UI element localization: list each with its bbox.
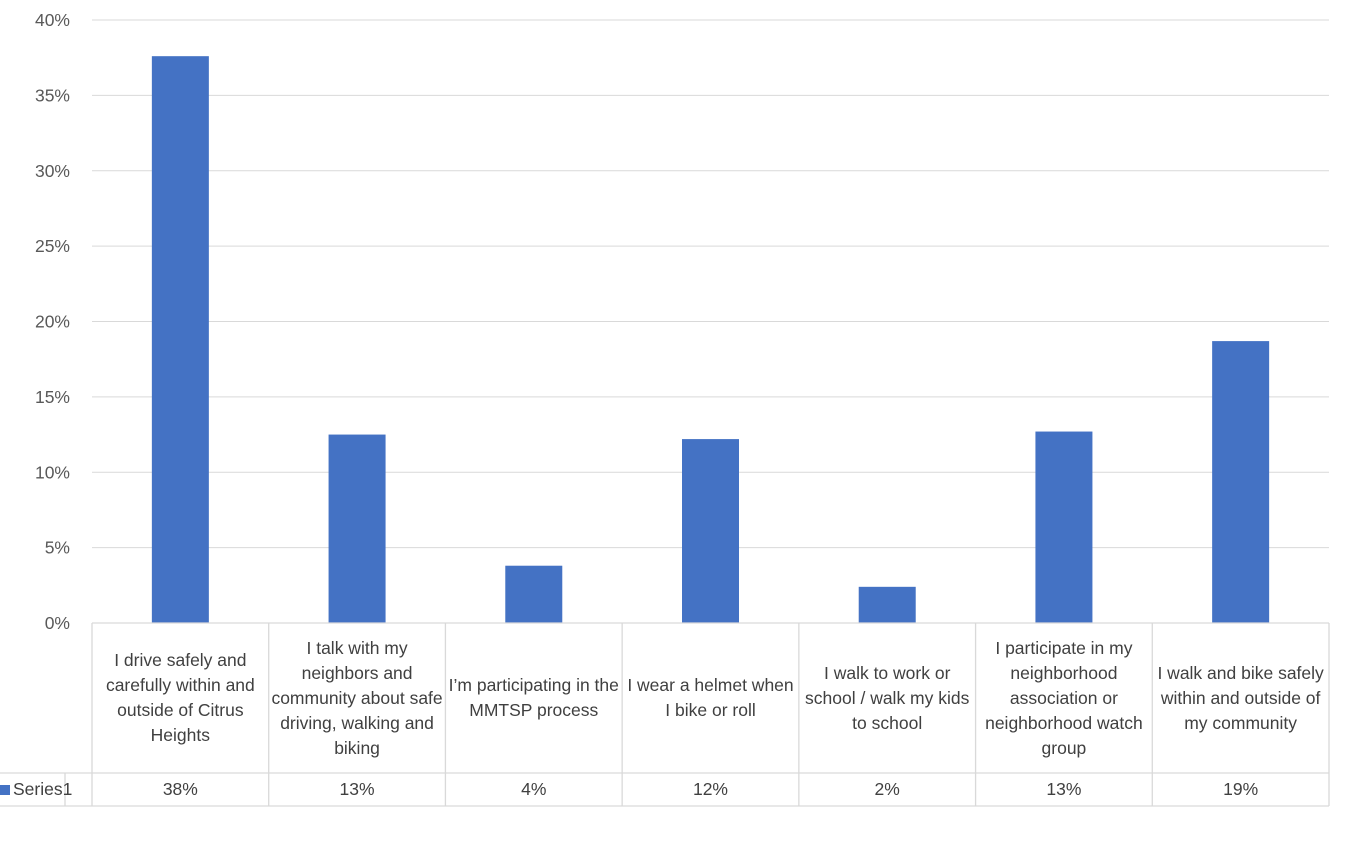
x-tick-label: I talk with my neighbors and community a… (271, 637, 443, 758)
gridlines (92, 19, 1329, 624)
data-label: 38% (162, 779, 198, 799)
data-label: 4% (521, 779, 547, 799)
y-tick-label: 35% (35, 85, 70, 105)
x-tick-label: I drive safely and carefully within and … (105, 650, 255, 745)
x-tick-label: I walk and bike safely within and outsid… (1157, 662, 1324, 733)
y-axis-tick-labels: 0% 5% 10% 15% 20% 25% 30% 35% 40% (35, 10, 70, 633)
data-label: 12% (692, 779, 728, 799)
y-tick-label: 25% (35, 236, 70, 256)
x-tick-label: I’m participating in the MMTSP process (448, 675, 619, 720)
x-tick-label: I participate in my neighborhood associa… (985, 637, 1143, 758)
x-tick-label: I wear a helmet when I bike or roll (627, 675, 794, 720)
data-label: 13% (1046, 779, 1082, 799)
data-label: 2% (874, 779, 900, 799)
bar (858, 586, 916, 623)
y-tick-label: 20% (35, 312, 70, 332)
y-tick-label: 40% (35, 10, 70, 30)
legend-swatch-series1 (0, 784, 10, 795)
bar (505, 565, 563, 623)
bar (1212, 341, 1270, 623)
data-table-lines (0, 622, 1330, 807)
bar (328, 434, 386, 623)
y-tick-label: 5% (45, 538, 70, 558)
bar (151, 56, 209, 624)
data-label: 13% (339, 779, 375, 799)
legend-label-series1: Series1 (13, 779, 73, 799)
data-label: 19% (1223, 779, 1259, 799)
y-tick-label: 30% (35, 161, 70, 181)
x-tick-label: I walk to work or school / walk my kids … (805, 662, 970, 733)
y-tick-label: 15% (35, 387, 70, 407)
bar (682, 439, 739, 623)
y-tick-label: 10% (35, 462, 70, 482)
bar (1035, 431, 1093, 623)
y-tick-label: 0% (45, 613, 70, 633)
legend: Series1 (0, 773, 72, 806)
bars (151, 56, 1270, 624)
